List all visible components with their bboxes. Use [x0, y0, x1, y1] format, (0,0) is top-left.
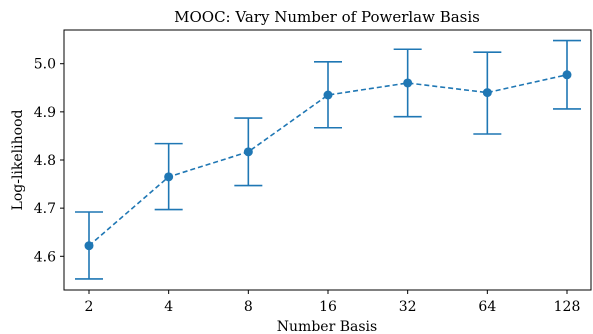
data-point	[482, 88, 492, 98]
x-tick-label: 4	[164, 299, 173, 315]
chart-title: MOOC: Vary Number of Powerlaw Basis	[174, 8, 480, 26]
plot-area: 2 4 8 16 32 64 128 4.6 4.7 4.8 4.9 5.0	[34, 29, 592, 315]
x-axis-label: Number Basis	[277, 319, 377, 334]
data-point	[84, 241, 94, 251]
data-point	[403, 78, 413, 88]
y-axis-label: Log-likelihood	[10, 109, 26, 210]
x-tick-label: 128	[554, 299, 581, 315]
data-point	[243, 147, 253, 157]
y-tick-label: 4.9	[34, 105, 56, 121]
data-point	[323, 90, 333, 100]
data-point	[562, 70, 572, 80]
y-tick-label: 4.8	[34, 153, 56, 169]
x-tick-label: 64	[478, 299, 496, 315]
x-tick-label: 16	[319, 299, 337, 315]
y-tick-label: 4.6	[34, 249, 56, 265]
y-tick-label: 5.0	[34, 57, 56, 73]
x-tick-label: 8	[244, 299, 253, 315]
x-tick-label: 2	[85, 299, 94, 315]
y-tick-label: 4.7	[34, 201, 56, 217]
x-tick-label: 32	[399, 299, 417, 315]
data-point	[164, 172, 174, 182]
